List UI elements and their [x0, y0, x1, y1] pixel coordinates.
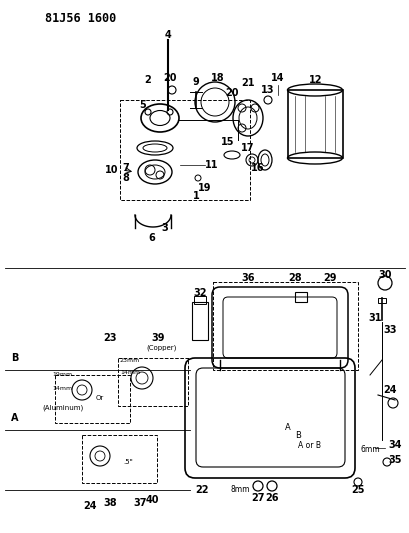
Text: 28: 28	[288, 273, 301, 283]
Text: 37: 37	[133, 498, 146, 508]
Text: Or: Or	[96, 395, 104, 401]
Text: 1: 1	[192, 191, 199, 201]
Bar	[191, 302, 207, 340]
Text: 19mm: 19mm	[52, 373, 72, 377]
Text: 12: 12	[308, 75, 322, 85]
Text: 24: 24	[382, 385, 396, 395]
Text: .5": .5"	[123, 459, 133, 465]
Bar	[294, 292, 306, 302]
Text: 32: 32	[193, 288, 206, 298]
Text: 14mm: 14mm	[52, 385, 72, 391]
Text: 81J56 1600: 81J56 1600	[45, 12, 116, 25]
Text: 6: 6	[148, 233, 155, 243]
Text: (Aluminum): (Aluminum)	[42, 405, 83, 411]
Text: 23mm: 23mm	[119, 358, 140, 362]
Text: 21: 21	[240, 78, 254, 88]
Text: 5: 5	[139, 100, 146, 110]
Text: 4: 4	[164, 30, 171, 40]
Text: A: A	[11, 413, 19, 423]
Text: 13: 13	[261, 85, 274, 95]
Text: 22: 22	[195, 485, 208, 495]
Text: 18: 18	[211, 73, 224, 83]
Bar	[120, 100, 249, 200]
Text: A or B: A or B	[298, 440, 321, 449]
Text: 23: 23	[103, 333, 117, 343]
Text: 17: 17	[240, 143, 254, 153]
Text: 6mm: 6mm	[360, 446, 379, 455]
Text: 26: 26	[265, 493, 278, 503]
Bar	[213, 282, 357, 370]
Text: 25: 25	[351, 485, 364, 495]
Bar	[377, 298, 385, 303]
Text: 31: 31	[367, 313, 381, 323]
Text: 36: 36	[240, 273, 254, 283]
Text: B: B	[11, 353, 19, 363]
Bar	[55, 375, 130, 423]
Text: (Copper): (Copper)	[146, 345, 177, 351]
Text: 29: 29	[322, 273, 336, 283]
Text: 8mm: 8mm	[230, 486, 249, 495]
Text: B: B	[294, 431, 300, 440]
Text: 24: 24	[83, 501, 97, 511]
Text: 20: 20	[163, 73, 176, 83]
Text: 9: 9	[192, 77, 199, 87]
Text: 40: 40	[145, 495, 158, 505]
Text: 16: 16	[251, 163, 264, 173]
Text: 3: 3	[161, 223, 168, 233]
Text: 8: 8	[122, 173, 129, 183]
Text: 30: 30	[378, 270, 391, 280]
Text: 14: 14	[271, 73, 284, 83]
Text: 14mm: 14mm	[120, 370, 140, 376]
Text: 34: 34	[387, 440, 401, 450]
Text: 11: 11	[205, 160, 218, 170]
Text: 10: 10	[105, 165, 119, 175]
Text: 7: 7	[122, 163, 129, 173]
Text: 38: 38	[103, 498, 117, 508]
Bar	[118, 358, 188, 406]
Text: 20: 20	[225, 88, 238, 98]
Text: 35: 35	[387, 455, 401, 465]
Text: 19: 19	[198, 183, 211, 193]
Bar	[287, 90, 342, 158]
Bar	[193, 296, 205, 304]
Text: 27: 27	[251, 493, 264, 503]
Text: A: A	[284, 424, 290, 432]
Text: 33: 33	[382, 325, 396, 335]
Text: 39: 39	[151, 333, 164, 343]
Text: 2: 2	[144, 75, 151, 85]
Bar	[82, 435, 157, 483]
Text: 15: 15	[221, 137, 234, 147]
